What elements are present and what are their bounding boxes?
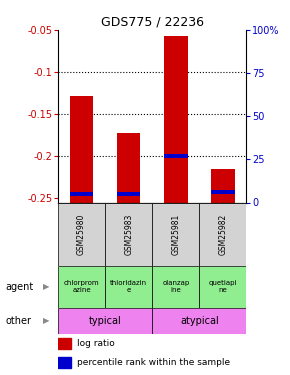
Bar — [152, 202, 200, 266]
Title: GDS775 / 22236: GDS775 / 22236 — [101, 16, 204, 29]
Bar — [58, 308, 152, 334]
Bar — [164, 154, 188, 158]
Text: percentile rank within the sample: percentile rank within the sample — [77, 358, 230, 367]
Bar — [70, 96, 93, 202]
Bar — [105, 202, 152, 266]
Text: quetiapi
ne: quetiapi ne — [209, 280, 237, 293]
Text: log ratio: log ratio — [77, 339, 115, 348]
Text: ▶: ▶ — [43, 316, 50, 325]
Bar — [152, 266, 200, 308]
Text: olanzap
ine: olanzap ine — [162, 280, 189, 293]
Text: GSM25981: GSM25981 — [171, 214, 180, 255]
Text: ▶: ▶ — [43, 282, 50, 291]
Text: typical: typical — [89, 316, 122, 326]
Text: GSM25983: GSM25983 — [124, 214, 133, 255]
Text: other: other — [6, 316, 32, 326]
Bar — [152, 308, 246, 334]
Bar — [58, 266, 105, 308]
Text: GSM25980: GSM25980 — [77, 214, 86, 255]
Bar — [199, 266, 246, 308]
Bar — [105, 266, 152, 308]
Text: agent: agent — [6, 282, 34, 292]
Bar — [211, 190, 235, 194]
Text: thioridazin
e: thioridazin e — [110, 280, 147, 293]
Bar — [117, 133, 140, 202]
Text: atypical: atypical — [180, 316, 219, 326]
Bar — [211, 169, 235, 202]
Text: chlorprom
azine: chlorprom azine — [64, 280, 99, 293]
Bar — [70, 192, 93, 196]
Bar — [117, 192, 140, 196]
Bar — [58, 357, 71, 368]
Bar — [199, 202, 246, 266]
Bar — [58, 338, 71, 349]
Bar — [164, 36, 188, 203]
Text: GSM25982: GSM25982 — [218, 214, 227, 255]
Bar — [58, 202, 105, 266]
